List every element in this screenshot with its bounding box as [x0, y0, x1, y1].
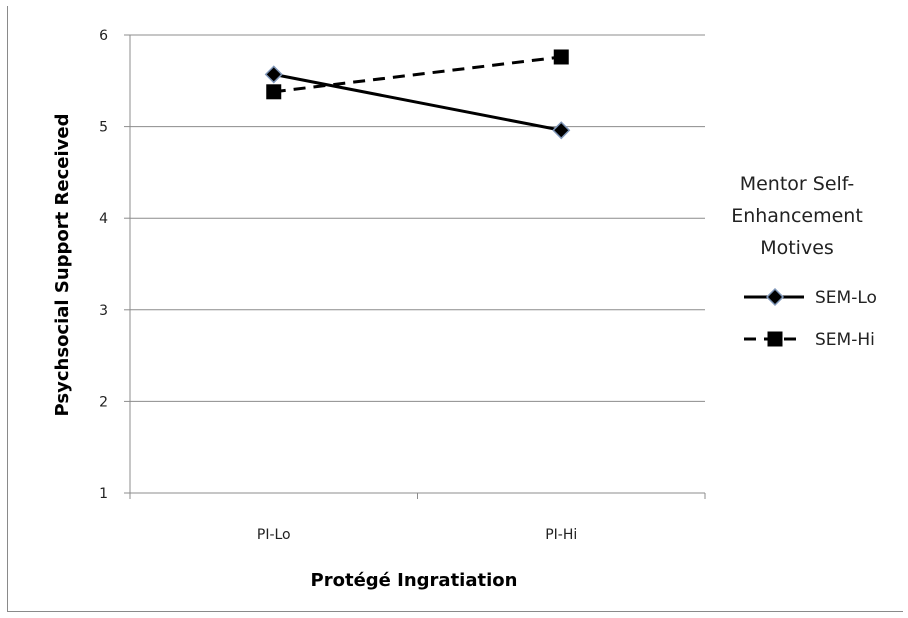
y-axis-title: Psychsocial Support Received [52, 114, 73, 417]
legend-marker-sem-lo [765, 287, 785, 307]
y-tick-label: 6 [99, 28, 108, 44]
chart-frame [7, 6, 903, 612]
legend-title-line-2: Enhancement [731, 205, 863, 227]
y-tick-labels: 1 2 3 4 5 6 [99, 28, 108, 502]
y-tick-label: 3 [99, 303, 108, 319]
legend-title-line-1: Mentor Self- [740, 173, 855, 195]
series-line-sem-lo [273, 72, 562, 132]
legend: Mentor Self- Enhancement Motives SEM-LoS… [731, 173, 877, 350]
data-point-sem-hi [553, 49, 569, 65]
legend-items: SEM-Lo SEM-Hi [744, 287, 877, 350]
x-tick-label: PI-Lo [257, 527, 291, 543]
y-tick-label: 5 [99, 120, 108, 136]
legend-label-sem-hi: SEM-Hi [815, 330, 875, 350]
x-tick-labels: PI-Lo PI-Hi [257, 527, 577, 543]
series-group [264, 49, 571, 140]
y-tick-label: 1 [99, 486, 108, 502]
legend-label-sem-lo: SEM-Lo [815, 288, 877, 308]
axes [124, 34, 706, 499]
series-line-sem-hi [273, 55, 562, 94]
data-point-sem-hi [266, 84, 282, 100]
data-point-sem-lo [552, 121, 571, 140]
legend-title-line-3: Motives [760, 237, 834, 259]
legend-marker-sem-hi [767, 331, 783, 347]
y-tick-label: 4 [99, 211, 108, 227]
x-axis-title: Protégé Ingratiation [311, 570, 518, 591]
data-point-sem-lo [264, 65, 283, 84]
y-tick-label: 2 [99, 394, 108, 410]
gridlines [130, 34, 705, 402]
x-tick-label: PI-Hi [545, 527, 577, 543]
